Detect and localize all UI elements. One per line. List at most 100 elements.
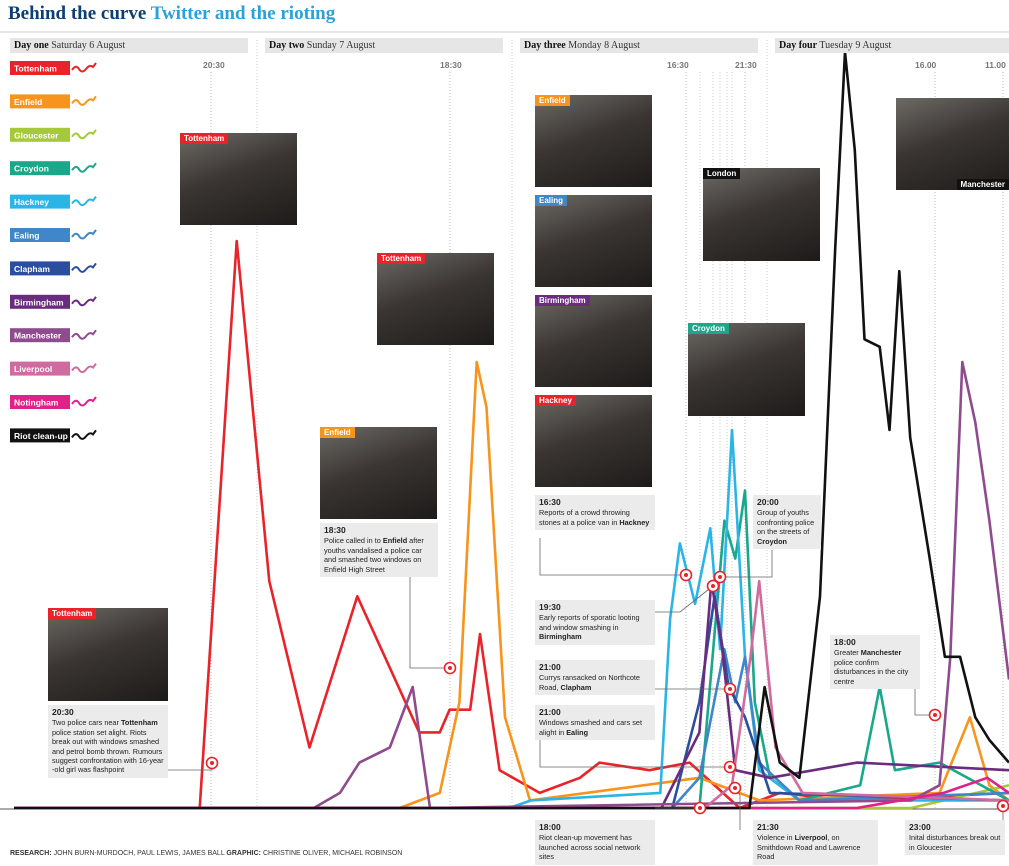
- series-line: [14, 579, 1009, 810]
- event-marker-dot: [698, 806, 702, 810]
- annotation-time: 19:30: [539, 602, 561, 612]
- annotation-text: Group of youths confronting police on th…: [757, 508, 815, 537]
- legend-squiggle: [71, 363, 97, 374]
- day-date: Tuesday 9 August: [819, 40, 892, 51]
- photo-label: Hackney: [535, 395, 576, 406]
- day-header: Day three Monday 8 August: [520, 38, 758, 53]
- annotation-time: 18:00: [539, 822, 561, 832]
- leader-line: [914, 680, 935, 716]
- legend-squiggle: [71, 396, 97, 407]
- annotation-text: Liverpool: [794, 833, 828, 843]
- headline: Behind the curve Twitter and the rioting: [8, 3, 335, 25]
- legend-swatch: [10, 395, 70, 409]
- annotation-text: Greater: [834, 648, 861, 658]
- time-marker: 16.00: [915, 60, 937, 70]
- leader-line: [168, 763, 213, 771]
- legend-squiggle: [71, 262, 97, 273]
- photo-label: Enfield: [535, 95, 570, 106]
- annotation-time: 21:00: [539, 662, 561, 672]
- photo: Tottenham: [48, 608, 168, 701]
- annotation: 23:00 Inital disturbances break out in Gl…: [905, 820, 1005, 856]
- day-label: Day one: [14, 40, 49, 51]
- legend-label: Croydon: [14, 164, 49, 174]
- annotation-time: 16:30: [539, 497, 561, 507]
- legend-label: Ealing: [14, 231, 40, 241]
- event-marker-dot: [1001, 804, 1005, 808]
- annotation-time: 18:00: [834, 637, 856, 647]
- legend-squiggle: [71, 129, 97, 140]
- photo-label: Ealing: [535, 195, 568, 206]
- annotation-text: Currys ransacked on Northcote Road,: [539, 673, 640, 692]
- legend-swatch: [10, 194, 70, 209]
- legend-squiggle: [71, 95, 97, 106]
- leader-line: [539, 538, 686, 576]
- photo-label: London: [703, 168, 741, 179]
- day-label: Day two: [269, 40, 305, 51]
- leader-line: [409, 572, 450, 669]
- annotation-text: Inital disturbances break out in Glouces…: [909, 833, 1001, 852]
- photo-label: Tottenham: [48, 608, 97, 619]
- legend-squiggle: [71, 196, 97, 207]
- day-header: Day two Sunday 7 August: [265, 38, 503, 53]
- legend-swatch: [10, 428, 70, 443]
- time-marker: 18:30: [440, 60, 462, 70]
- annotation: 21:00 Windows smashed and cars set alight…: [535, 705, 655, 741]
- annotation: 16:30 Reports of a crowd throwing stones …: [535, 495, 655, 531]
- annotation: 18:00 Greater Manchester police confirm d…: [830, 635, 920, 690]
- annotation-text: Reports of a crowd throwing stones at a …: [539, 508, 630, 527]
- day-label: Day three: [524, 40, 566, 51]
- leader-line: [655, 585, 714, 613]
- annotation: 21:00 Currys ransacked on Northcote Road,…: [535, 660, 655, 696]
- event-marker-dot: [684, 573, 688, 577]
- photo: Tottenham: [180, 133, 297, 225]
- event-marker-dot: [728, 687, 732, 691]
- photo: London: [703, 168, 820, 261]
- day-header: Day four Tuesday 9 August: [775, 38, 1009, 53]
- annotation-text: police station set alight. Riots break o…: [52, 727, 164, 775]
- legend-squiggle: [71, 296, 97, 307]
- photo-label: Enfield: [320, 427, 355, 438]
- annotation-text: Enfield: [382, 536, 408, 546]
- annotation-time: 23:00: [909, 822, 931, 832]
- annotation-text: Early reports of sporatic looting and wi…: [539, 613, 640, 632]
- legend-swatch: [10, 328, 70, 343]
- legend-label: Clapham: [14, 264, 50, 274]
- time-marker: 11.00: [985, 60, 1006, 70]
- annotation-text: Clapham: [560, 682, 592, 692]
- credit-label: GRAPHIC:: [226, 850, 262, 857]
- legend-squiggle: [71, 329, 97, 340]
- photo-label: Croydon: [688, 323, 729, 334]
- leader-line: [720, 550, 773, 578]
- day-label: Day four: [779, 40, 818, 51]
- leader-line: [539, 740, 730, 768]
- time-marker: 16:30: [667, 60, 689, 70]
- annotation-time: 20:00: [757, 497, 779, 507]
- photo-label: Tottenham: [377, 253, 426, 264]
- event-marker-dot: [733, 786, 737, 790]
- legend-squiggle: [71, 62, 97, 73]
- legend-label: Liverpool: [14, 364, 52, 374]
- annotation: 18:30 Police called in to Enfield after y…: [320, 523, 438, 578]
- series-line: [14, 579, 1009, 810]
- legend-swatch: [10, 361, 70, 376]
- annotation-time: 21:30: [757, 822, 779, 832]
- legend-swatch: [10, 94, 70, 109]
- credit-label: RESEARCH:: [10, 850, 52, 857]
- annotation: 21:30 Violence in Liverpool, on Smithdown…: [753, 820, 878, 865]
- legend-squiggle: [71, 429, 97, 440]
- legend-swatch: [10, 61, 70, 75]
- event-marker-dot: [210, 761, 214, 765]
- photo: Enfield: [320, 427, 437, 519]
- annotation-text: Windows smashed and cars set alight in: [539, 718, 643, 737]
- legend-label: Gloucester: [14, 130, 59, 140]
- legend-label: Tottenham: [14, 64, 57, 74]
- annotation-text: Birmingham: [539, 632, 582, 642]
- legend-swatch: [10, 127, 70, 142]
- series-line: [14, 360, 1009, 810]
- annotation: 18:00 Riot clean-up movement has launched…: [535, 820, 655, 865]
- annotation-text: , on Smithdown Road and Lawrence Road: [757, 833, 861, 862]
- annotation-text: after youths vandalised a police car and…: [324, 536, 424, 574]
- annotation: 19:30 Early reports of sporatic looting a…: [535, 600, 655, 645]
- annotation-text: Hackney: [619, 517, 650, 527]
